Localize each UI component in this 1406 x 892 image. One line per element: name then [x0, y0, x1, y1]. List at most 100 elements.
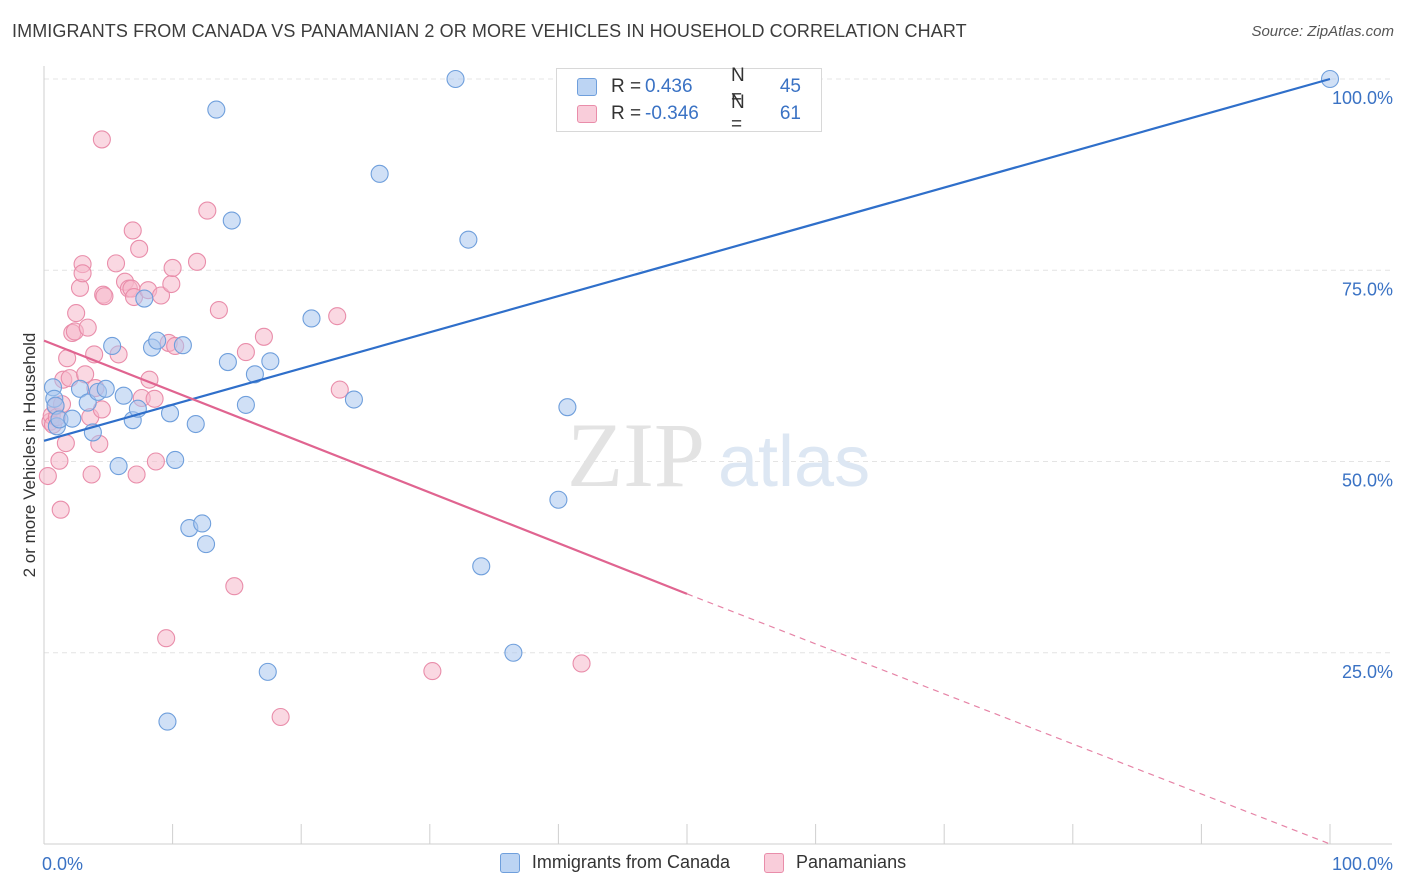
- point-panamanians-22: [82, 465, 101, 484]
- point-canada-12: [109, 457, 128, 476]
- watermark-atlas: atlas: [718, 422, 870, 502]
- point-canada-26: [196, 535, 216, 554]
- legend-r-label: R =: [611, 103, 642, 124]
- point-panamanians-27: [92, 130, 111, 149]
- legend-item-panamanians[interactable]: Panamanians: [764, 852, 906, 873]
- point-canada-31: [245, 365, 264, 384]
- y-tick-label-75: 75.0%: [1342, 279, 1393, 299]
- chart-title: IMMIGRANTS FROM CANADA VS PANAMANIAN 2 O…: [12, 21, 967, 41]
- point-canada-21: [166, 450, 185, 470]
- point-panamanians-45: [157, 629, 176, 648]
- legend-row-canada: R = 0.436 N = 45: [577, 65, 801, 108]
- legend-swatch-canada: [577, 78, 597, 96]
- point-canada-6: [70, 379, 90, 398]
- canada-points: [43, 69, 1340, 731]
- point-panamanians-20: [78, 318, 97, 337]
- y-tick-label-25: 25.0%: [1342, 662, 1393, 682]
- correlation-legend: R = 0.436 N = 45 R = -0.346 N = 61: [556, 65, 822, 135]
- legend-n-value: 61: [779, 103, 801, 124]
- point-canada-34: [302, 309, 321, 328]
- point-canada-11: [103, 336, 122, 356]
- legend-label-panamanians: Panamanians: [796, 852, 907, 872]
- point-panamanians-38: [130, 239, 149, 258]
- point-panamanians-37: [127, 465, 146, 484]
- gridlines: [44, 78, 1392, 654]
- point-panamanians-58: [330, 380, 349, 399]
- point-canada-42: [558, 398, 577, 417]
- point-panamanians-54: [236, 343, 255, 362]
- point-panamanians-53: [225, 577, 244, 596]
- watermark-zip: ZIP: [567, 404, 705, 506]
- tick-labels: 25.0% 50.0% 75.0% 100.0% 0.0% 100.0%: [42, 88, 1393, 874]
- trend-line-panamanians-extrapolated: [686, 593, 1331, 845]
- legend-swatch-panamanians: [764, 852, 784, 873]
- legend-swatch-panamanians: [577, 105, 597, 123]
- trend-line-canada: [43, 77, 1331, 442]
- point-panamanians-57: [328, 307, 347, 326]
- legend-swatch-canada: [499, 852, 520, 873]
- point-panamanians-47: [162, 274, 181, 294]
- point-panamanians-50: [187, 252, 207, 271]
- legend-r-value: 0.436: [645, 76, 693, 97]
- point-panamanians-42: [145, 389, 164, 408]
- point-canada-41: [549, 490, 568, 509]
- point-panamanians-56: [271, 707, 290, 727]
- point-panamanians-51: [198, 201, 217, 220]
- point-canada-18: [148, 331, 167, 350]
- point-panamanians-35: [123, 221, 142, 240]
- series-legend: Immigrants from Canada Panamanians: [0, 852, 1406, 873]
- point-canada-27: [207, 100, 226, 119]
- point-panamanians-48: [163, 258, 182, 278]
- point-canada-19: [158, 712, 177, 731]
- legend-n-label: N =: [731, 92, 745, 135]
- point-canada-30: [236, 395, 255, 414]
- point-canada-38: [459, 230, 478, 249]
- point-panamanians-6: [50, 451, 69, 470]
- point-canada-37: [446, 69, 465, 89]
- legend-row-panamanians: R = -0.346 N = 61: [577, 92, 801, 135]
- legend-n-label: N =: [731, 65, 745, 108]
- point-canada-32: [258, 662, 277, 681]
- trend-lines: [43, 77, 1331, 845]
- x-tick-label-max: 100.0%: [1332, 854, 1393, 874]
- point-canada-16: [135, 289, 154, 308]
- point-canada-13: [114, 386, 133, 405]
- point-canada-28: [218, 352, 237, 372]
- x-tick-label-min: 0.0%: [42, 854, 83, 874]
- axes: [43, 66, 1392, 845]
- point-canada-10: [96, 379, 115, 398]
- trend-line-panamanians: [43, 339, 688, 595]
- point-canada-29: [222, 211, 241, 230]
- source-label: Source: ZipAtlas.com: [1251, 23, 1394, 40]
- point-panamanians-18: [73, 264, 92, 283]
- watermark: ZIP atlas: [567, 404, 870, 506]
- legend-r-value: -0.346: [645, 103, 699, 124]
- point-panamanians-0: [38, 466, 57, 486]
- point-panamanians-30: [106, 254, 126, 273]
- panamanians-points: [38, 130, 591, 727]
- point-canada-33: [261, 352, 280, 371]
- point-canada-35: [344, 390, 363, 409]
- point-panamanians-29: [95, 287, 114, 306]
- point-panamanians-7: [51, 500, 70, 519]
- legend-item-canada[interactable]: Immigrants from Canada: [499, 852, 730, 873]
- legend-label-canada: Immigrants from Canada: [531, 852, 730, 872]
- point-canada-22: [173, 336, 192, 355]
- point-panamanians-60: [572, 654, 591, 673]
- legend-r-label: R =: [611, 76, 642, 97]
- y-tick-label-100: 100.0%: [1332, 88, 1393, 108]
- point-canada-39: [472, 557, 491, 576]
- point-panamanians-15: [67, 304, 86, 323]
- point-canada-36: [370, 164, 389, 183]
- point-canada-5: [63, 409, 82, 428]
- point-panamanians-55: [254, 327, 273, 346]
- point-canada-25: [193, 514, 212, 533]
- point-canada-40: [504, 643, 523, 662]
- point-panamanians-59: [423, 662, 442, 681]
- y-tick-label-50: 50.0%: [1342, 471, 1393, 491]
- point-canada-24: [186, 414, 205, 434]
- point-panamanians-52: [209, 300, 228, 320]
- legend-n-value: 45: [779, 76, 801, 97]
- point-panamanians-43: [146, 452, 165, 471]
